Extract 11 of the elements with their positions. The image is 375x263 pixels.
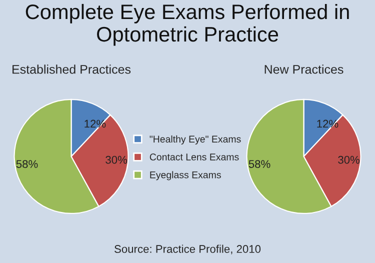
data-label: 30% bbox=[338, 156, 360, 164]
chart-subtitle: New Practices bbox=[264, 64, 344, 74]
data-label: 58% bbox=[16, 160, 38, 168]
source-note: Source: Practice Profile, 2010 bbox=[114, 244, 261, 254]
chart-title: Complete Eye Exams Performed in Optometric Practice bbox=[26, 4, 349, 46]
chart-subtitle: Established Practices bbox=[12, 64, 131, 74]
legend-label: "Healthy Eye" Exams bbox=[150, 135, 241, 144]
legend-label: Eyeglass Exams bbox=[150, 171, 221, 180]
legend-label: Contact Lens Exams bbox=[150, 154, 239, 160]
data-label: 30% bbox=[106, 156, 128, 164]
data-label: 58% bbox=[248, 160, 270, 168]
